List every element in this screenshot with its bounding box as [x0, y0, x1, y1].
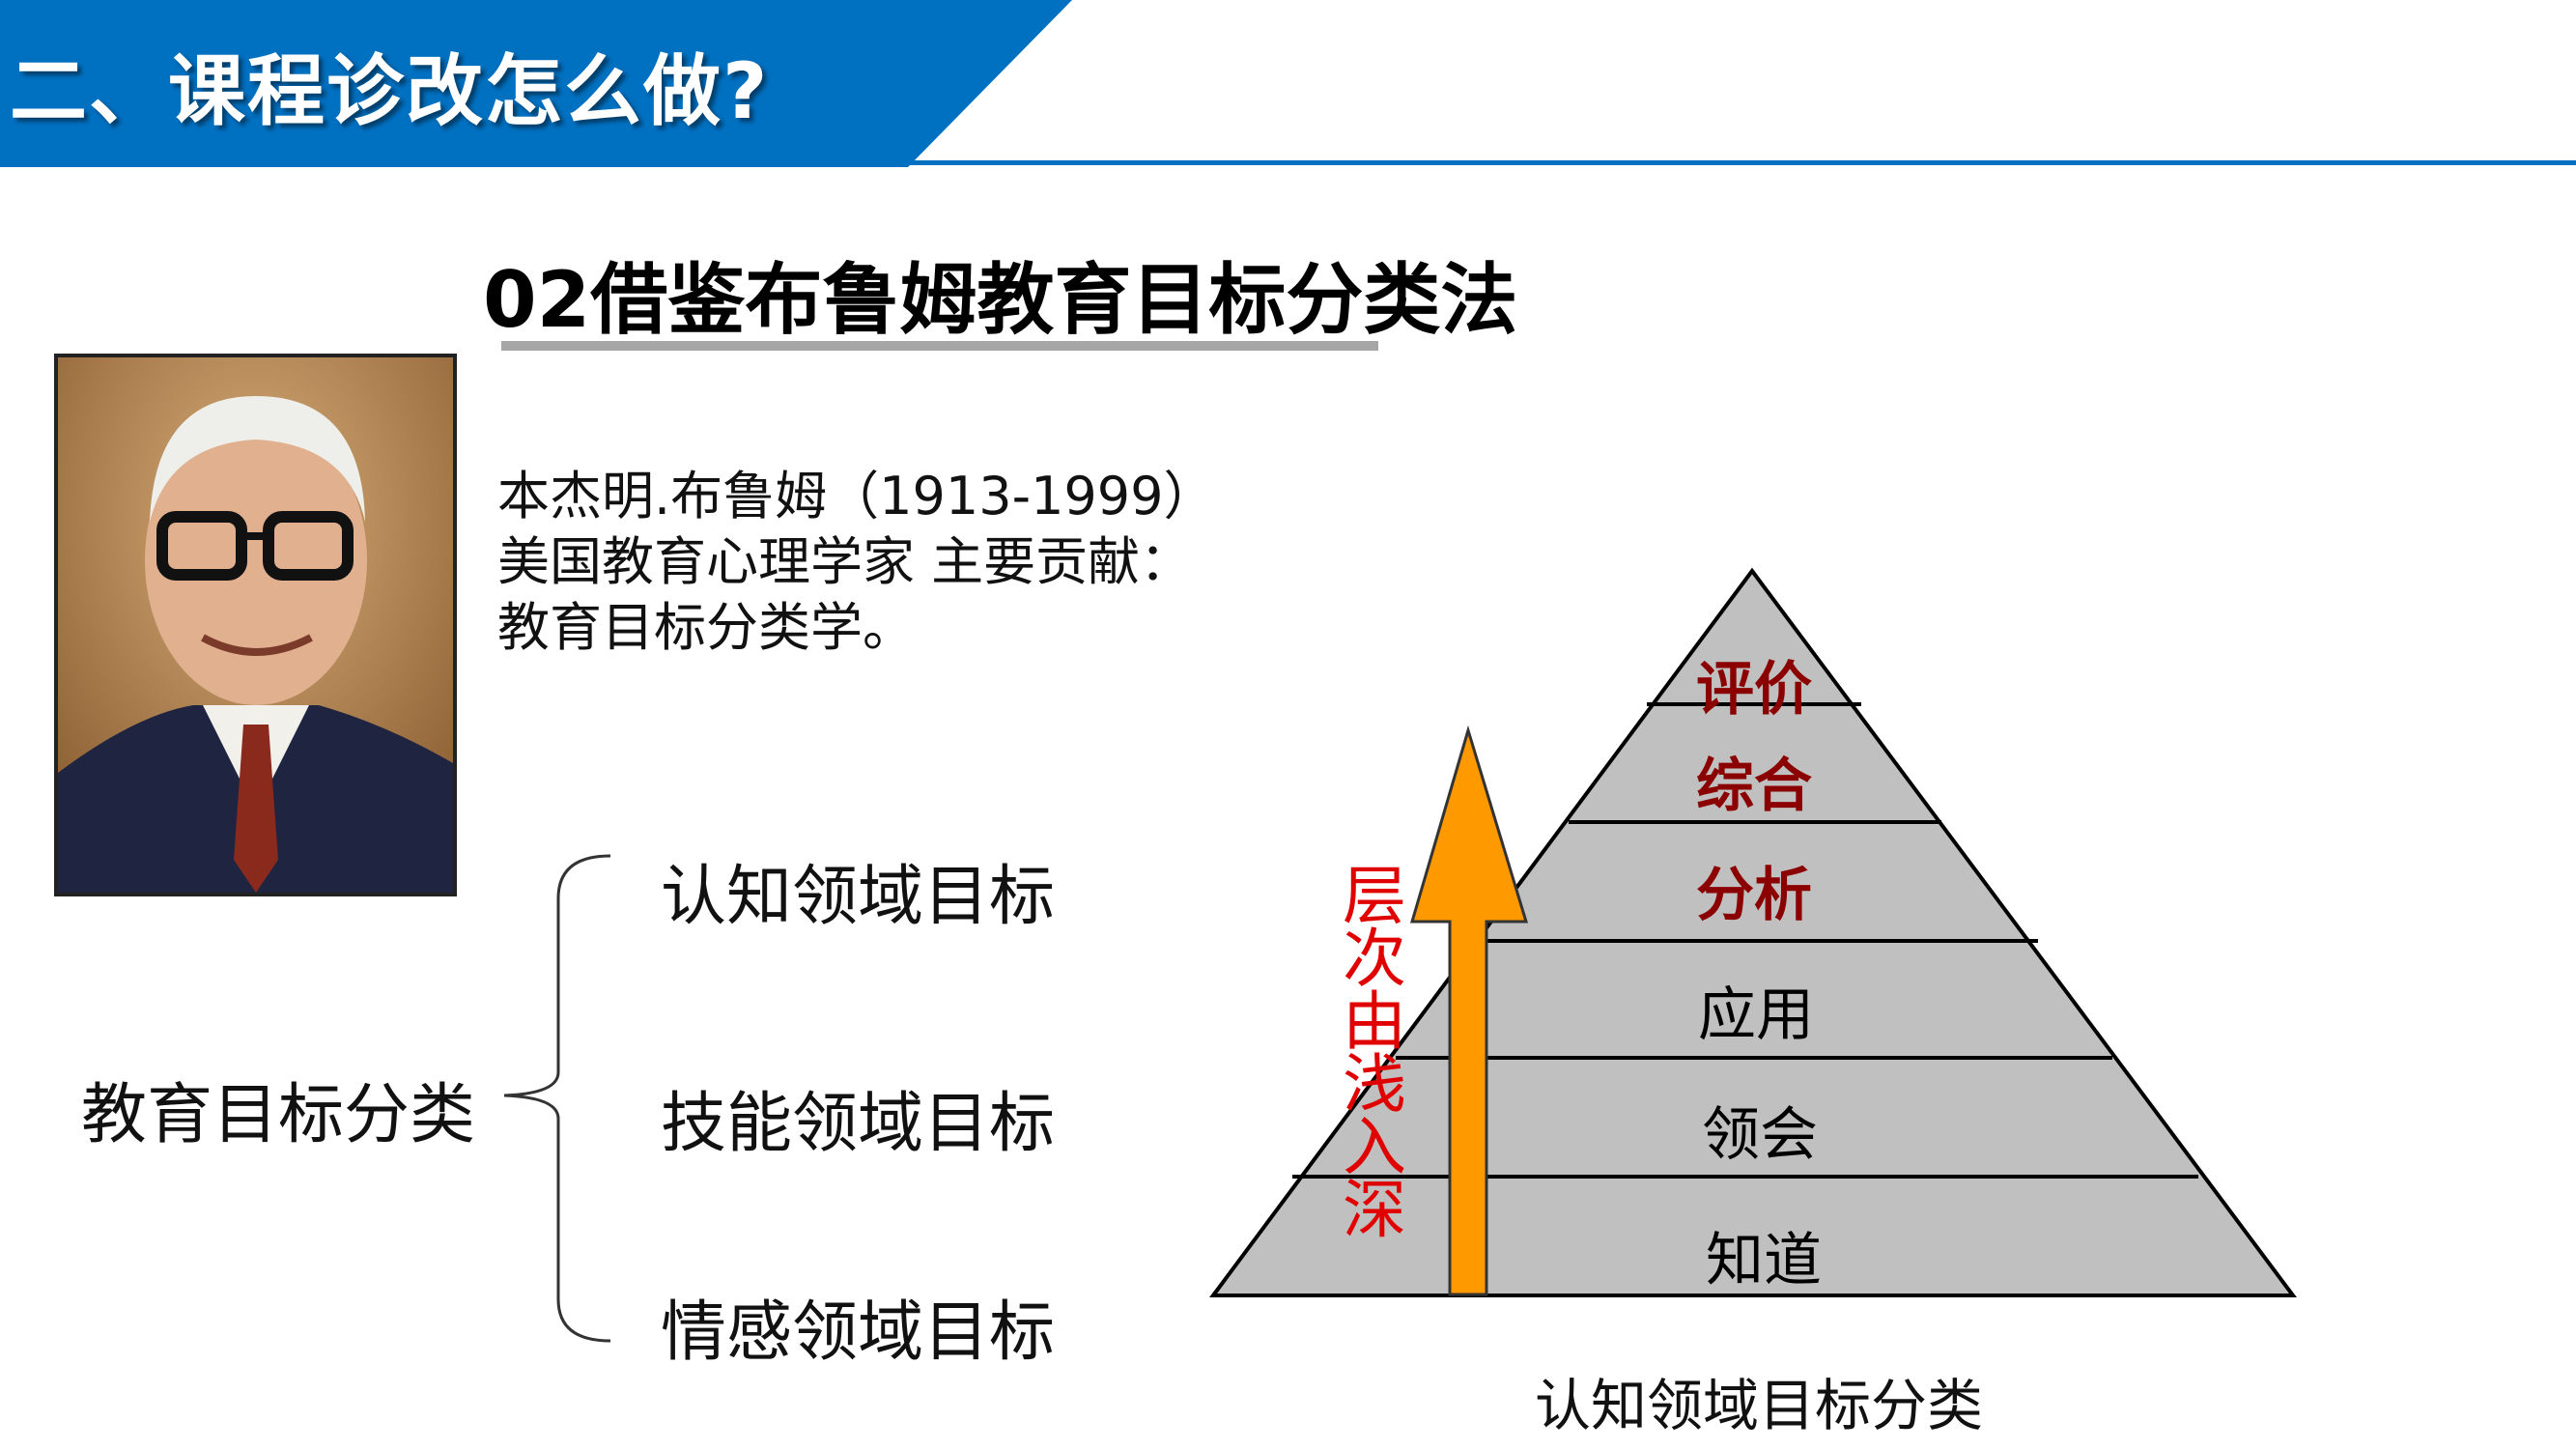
pyramid-level-analysis: 分析 [1696, 862, 1812, 929]
header-blue-shape [0, 0, 1072, 167]
bio-line: 美国教育心理学家 主要贡献： [497, 531, 1193, 592]
section-title-underline [501, 341, 1378, 351]
pyramid-level-application: 应用 [1698, 981, 1814, 1049]
depth-arrow [1409, 725, 1529, 1296]
bio-text: 本杰明.布鲁姆（1913-1999） 美国教育心理学家 主要贡献： 教育目标分类… [497, 464, 1216, 661]
classification-item: 情感领域目标 [661, 1294, 1056, 1371]
pyramid-level-evaluation: 评价 [1696, 656, 1812, 724]
classification-item: 技能领域目标 [661, 1086, 1056, 1162]
portrait-photo [54, 354, 457, 896]
classification-root: 教育目标分类 [81, 1077, 476, 1153]
arrow-label: 层次由浅入深 [1343, 859, 1406, 1247]
page-title: 二、课程诊改怎么做? [10, 46, 770, 136]
bio-line: 本杰明.布鲁姆（1913-1999） [497, 466, 1216, 526]
pyramid-level-knowledge: 知道 [1706, 1227, 1822, 1294]
section-title: 02借鉴布鲁姆教育目标分类法 [483, 255, 1518, 345]
pyramid-level-synthesis: 综合 [1696, 753, 1812, 820]
bio-line: 教育目标分类学。 [497, 597, 915, 658]
header-underline [0, 160, 2576, 165]
pyramid-level-comprehension: 领会 [1702, 1101, 1818, 1169]
pyramid-caption: 认知领域目标分类 [1534, 1373, 1984, 1438]
classification-item: 认知领域目标 [661, 859, 1056, 935]
